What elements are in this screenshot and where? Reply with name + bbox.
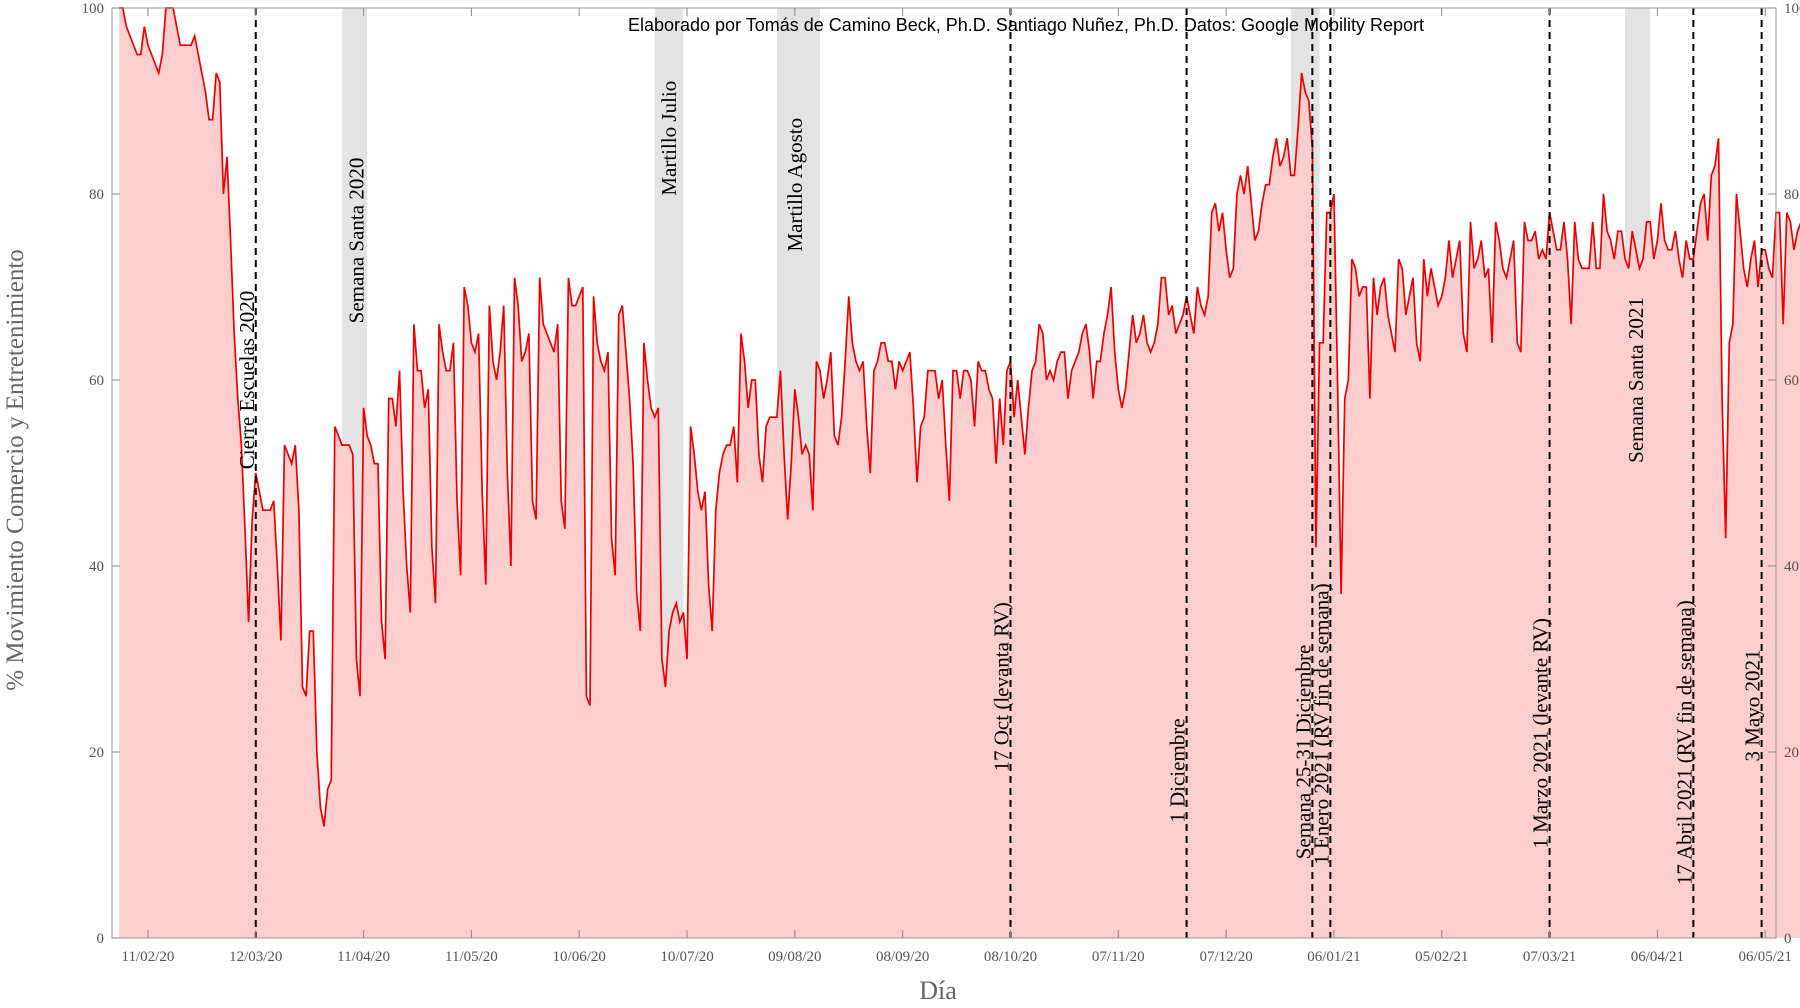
y-axis-title: % Movimiento Comercio y Entretenimiento [2, 249, 29, 691]
x-tick-label: 12/03/20 [229, 949, 282, 965]
x-tick-label: 06/01/21 [1307, 949, 1360, 965]
event-label-8: 1 Marzo 2021 (levante RV) [1529, 618, 1553, 848]
event-label-0: Cierre Escuelas 2020 [235, 291, 259, 469]
x-tick-label: 07/12/20 [1199, 949, 1252, 965]
event-labels: Cierre Escuelas 2020 Semana Santa 2020 Mar… [235, 81, 1765, 885]
y-tick-label-right: 100 [1784, 1, 1800, 17]
credit-text: Elaborado por Tomás de Camino Beck, Ph.D… [628, 15, 1424, 35]
x-axis-title: Día [919, 976, 957, 1005]
x-tick-label: 07/03/21 [1523, 949, 1576, 965]
x-tick-label: 08/10/20 [984, 949, 1037, 965]
series-area [119, 8, 1800, 938]
x-tick-label: 05/02/21 [1415, 949, 1468, 965]
y-tick-label-left: 40 [89, 559, 104, 575]
y-tick-label-right: 20 [1784, 745, 1799, 761]
y-tick-label-right: 0 [1784, 931, 1792, 947]
x-tick-label: 06/05/21 [1739, 949, 1792, 965]
x-tick-label: 11/04/20 [337, 949, 390, 965]
x-tick-label: 06/04/21 [1631, 949, 1684, 965]
y-tick-label-left: 60 [89, 373, 104, 389]
x-tick-label: 10/06/20 [553, 949, 606, 965]
y-tick-label-left: 100 [82, 1, 105, 17]
event-label-11: 3 Mayo 2021 [1741, 650, 1765, 762]
event-label-5: 1 Diciembre [1166, 718, 1190, 822]
series-line [119, 7, 1800, 827]
y-tick-label-right: 60 [1784, 373, 1799, 389]
y-tick-label-left: 20 [89, 745, 104, 761]
axis-ticks: 0 0 20 20 40 40 60 60 80 80 100 100 11/02/20 12/03/20… [82, 1, 1800, 965]
x-tick-label: 07/11/20 [1092, 949, 1145, 965]
y-tick-label-left: 80 [89, 187, 104, 203]
event-label-1: Semana Santa 2020 [344, 158, 368, 324]
x-tick-label: 11/02/20 [122, 949, 175, 965]
x-tick-label: 08/09/20 [876, 949, 929, 965]
y-tick-label-left: 0 [97, 931, 105, 947]
event-lines [254, 8, 1763, 938]
event-label-9: Semana Santa 2021 [1624, 297, 1648, 463]
x-tick-label: 10/07/20 [660, 949, 713, 965]
event-label-6: Semana 25-31 Diciembre [1291, 645, 1315, 860]
plot-frame [111, 7, 1777, 939]
event-label-3: Martillo Agosto [783, 118, 807, 252]
event-label-2: Martillo Julio [657, 81, 681, 196]
y-tick-label-right: 40 [1784, 559, 1799, 575]
y-tick-label-right: 80 [1784, 187, 1799, 203]
event-label-10: 17 Abril 2021 (RV fin de semana) [1672, 600, 1696, 885]
event-label-7: 1 Enero 2021 (RV fin de semana) [1309, 583, 1333, 864]
plot-border [111, 7, 1777, 939]
event-label-4: 17 Oct (levanta RV) [990, 602, 1014, 771]
x-tick-label: 11/05/20 [445, 949, 498, 965]
x-tick-label: 09/08/20 [768, 949, 821, 965]
